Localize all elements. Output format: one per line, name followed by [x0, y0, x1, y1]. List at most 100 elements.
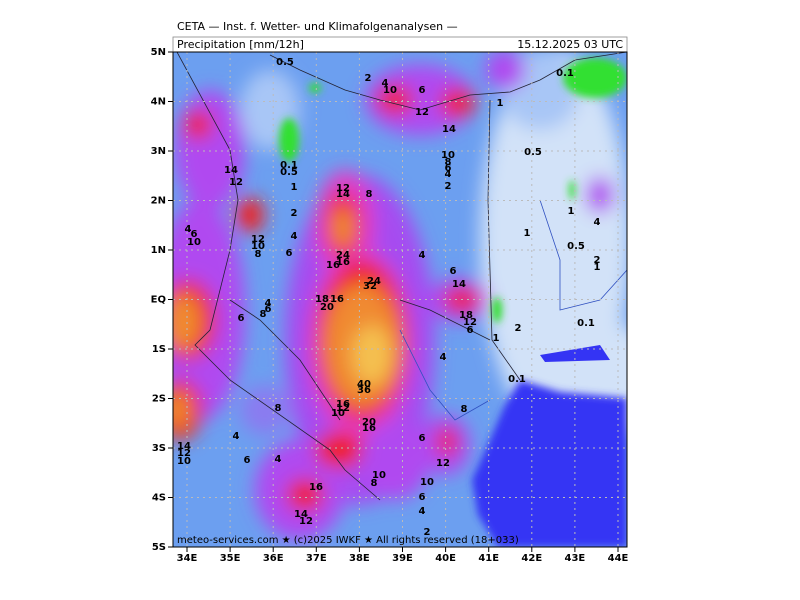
valid-time: 15.12.2025 03 UTC [517, 38, 623, 51]
lat-label: 4N [151, 97, 166, 108]
contour-label: 1 [497, 98, 504, 109]
contour-label: 0.1 [556, 68, 574, 79]
precip-field [173, 52, 627, 547]
footer: meteo-services.com ★ (c)2025 IWKF ★ All … [177, 535, 519, 546]
contour-label: 6 [286, 248, 293, 259]
contour-label: 2 [365, 73, 372, 84]
contour-label: 6 [450, 266, 457, 277]
lon-label: 37E [306, 553, 327, 564]
lon-label: 44E [608, 553, 629, 564]
title: CETA — Inst. f. Wetter- und Klimafolgena… [177, 20, 458, 33]
lon-label: 43E [565, 553, 586, 564]
lat-label: 1N [151, 245, 166, 256]
contour-label: 6 [445, 163, 452, 174]
contour-label: 8 [275, 403, 282, 414]
contour-label: 6 [191, 229, 198, 240]
contour-label: 4 [382, 78, 389, 89]
contour-label: 4 [265, 298, 272, 309]
contour-label: 10 [383, 85, 397, 96]
variable: Precipitation [mm/12h] [177, 38, 304, 51]
contour-label: 2 [424, 527, 431, 538]
contour-label: 4 [440, 352, 447, 363]
contour-label: 32 [363, 281, 377, 292]
contour-label: 6 [244, 455, 251, 466]
contour-label: 12 [299, 516, 313, 527]
contour-label: 6 [467, 325, 474, 336]
contour-label: 2 [291, 208, 298, 219]
contour-label: 4 [594, 217, 601, 228]
contour-label: 14 [442, 124, 456, 135]
contour-label: 12 [463, 317, 477, 328]
contour-label: 16 [336, 399, 350, 410]
lat-label: 2N [151, 196, 166, 207]
lat-label: 5S [152, 542, 166, 553]
lon-label: 41E [478, 553, 499, 564]
lon-label: 38E [349, 553, 370, 564]
contour-labels: 0.52 410 61210.1140.51086420.10.5114121214… [177, 57, 600, 538]
contour-label: 6 [238, 313, 245, 324]
contour-label: 10 [372, 470, 386, 481]
contour-label: 1 [568, 206, 575, 217]
contour-label: 8 [461, 404, 468, 415]
graticule: 5N 4N 3N 2N 1N EQ 1S 2S 3S 4S 5S 34E 35E 36E 37E 38E 39E… [151, 47, 629, 564]
contour-label: 10 [187, 237, 201, 248]
lon-label: 40E [435, 553, 456, 564]
contour-label: 1 [291, 182, 298, 193]
contour-label: 6 [419, 85, 426, 96]
contour-label: 8 [260, 309, 267, 320]
contour-label: 4 [275, 454, 282, 465]
contour-label: 24 [367, 276, 381, 287]
contour-label: 2 [594, 255, 601, 266]
contour-label: 14 [177, 441, 191, 452]
lat-label: 2S [152, 394, 166, 405]
contour-label: 8 [255, 249, 262, 260]
contour-label: 4 [291, 231, 298, 242]
contour-label: 14 [224, 165, 238, 176]
contour-label: 6 [419, 492, 426, 503]
contour-label: 0.1 [577, 318, 595, 329]
lon-label: 34E [177, 553, 198, 564]
lat-label: 5N [151, 47, 166, 58]
contour-label: 14 [452, 279, 466, 290]
contour-label: 16 [330, 294, 344, 305]
contour-label: 1 [594, 262, 601, 273]
lon-label: 35E [220, 553, 241, 564]
contour-label: 14 [336, 189, 350, 200]
contour-label: 0.1 [280, 160, 298, 171]
contour-label: 1 [493, 333, 500, 344]
contour-label: 8 [371, 478, 378, 489]
contour-label: 10 [420, 477, 434, 488]
lat-label: 3N [151, 146, 166, 157]
contour-label: 8 [366, 189, 373, 200]
contour-label: 4 [233, 431, 240, 442]
contour-label: 12 [229, 177, 243, 188]
contour-label: 10 [441, 150, 455, 161]
lon-label: 36E [263, 553, 284, 564]
lon-label: 39E [392, 553, 413, 564]
contour-label: 4 [419, 250, 426, 261]
contour-label: 4 [445, 169, 452, 180]
contour-label: 4 [419, 506, 426, 517]
contour-label: 12 [336, 403, 350, 414]
lat-label: 4S [152, 493, 166, 504]
contour-label: 10 [251, 241, 265, 252]
contour-label: 24 [336, 250, 350, 261]
contour-label: 1 [524, 228, 531, 239]
contour-label: 0.5 [276, 57, 294, 68]
contour-label: 0.1 [508, 374, 526, 385]
contour-label: 12 [436, 458, 450, 469]
contour-label: 18 [315, 294, 329, 305]
contour-label: 0.5 [280, 167, 298, 178]
contour-label: 12 [177, 448, 191, 459]
contour-label: 12 [415, 107, 429, 118]
contour-label: 4 [185, 224, 192, 235]
contour-label: 16 [336, 257, 350, 268]
contour-label: 12 [251, 234, 265, 245]
contour-label: 20 [320, 302, 334, 313]
lat-label: 3S [152, 443, 166, 454]
contour-label: 6 [419, 433, 426, 444]
lon-label: 42E [521, 553, 542, 564]
contour-label: 40 [357, 379, 371, 390]
